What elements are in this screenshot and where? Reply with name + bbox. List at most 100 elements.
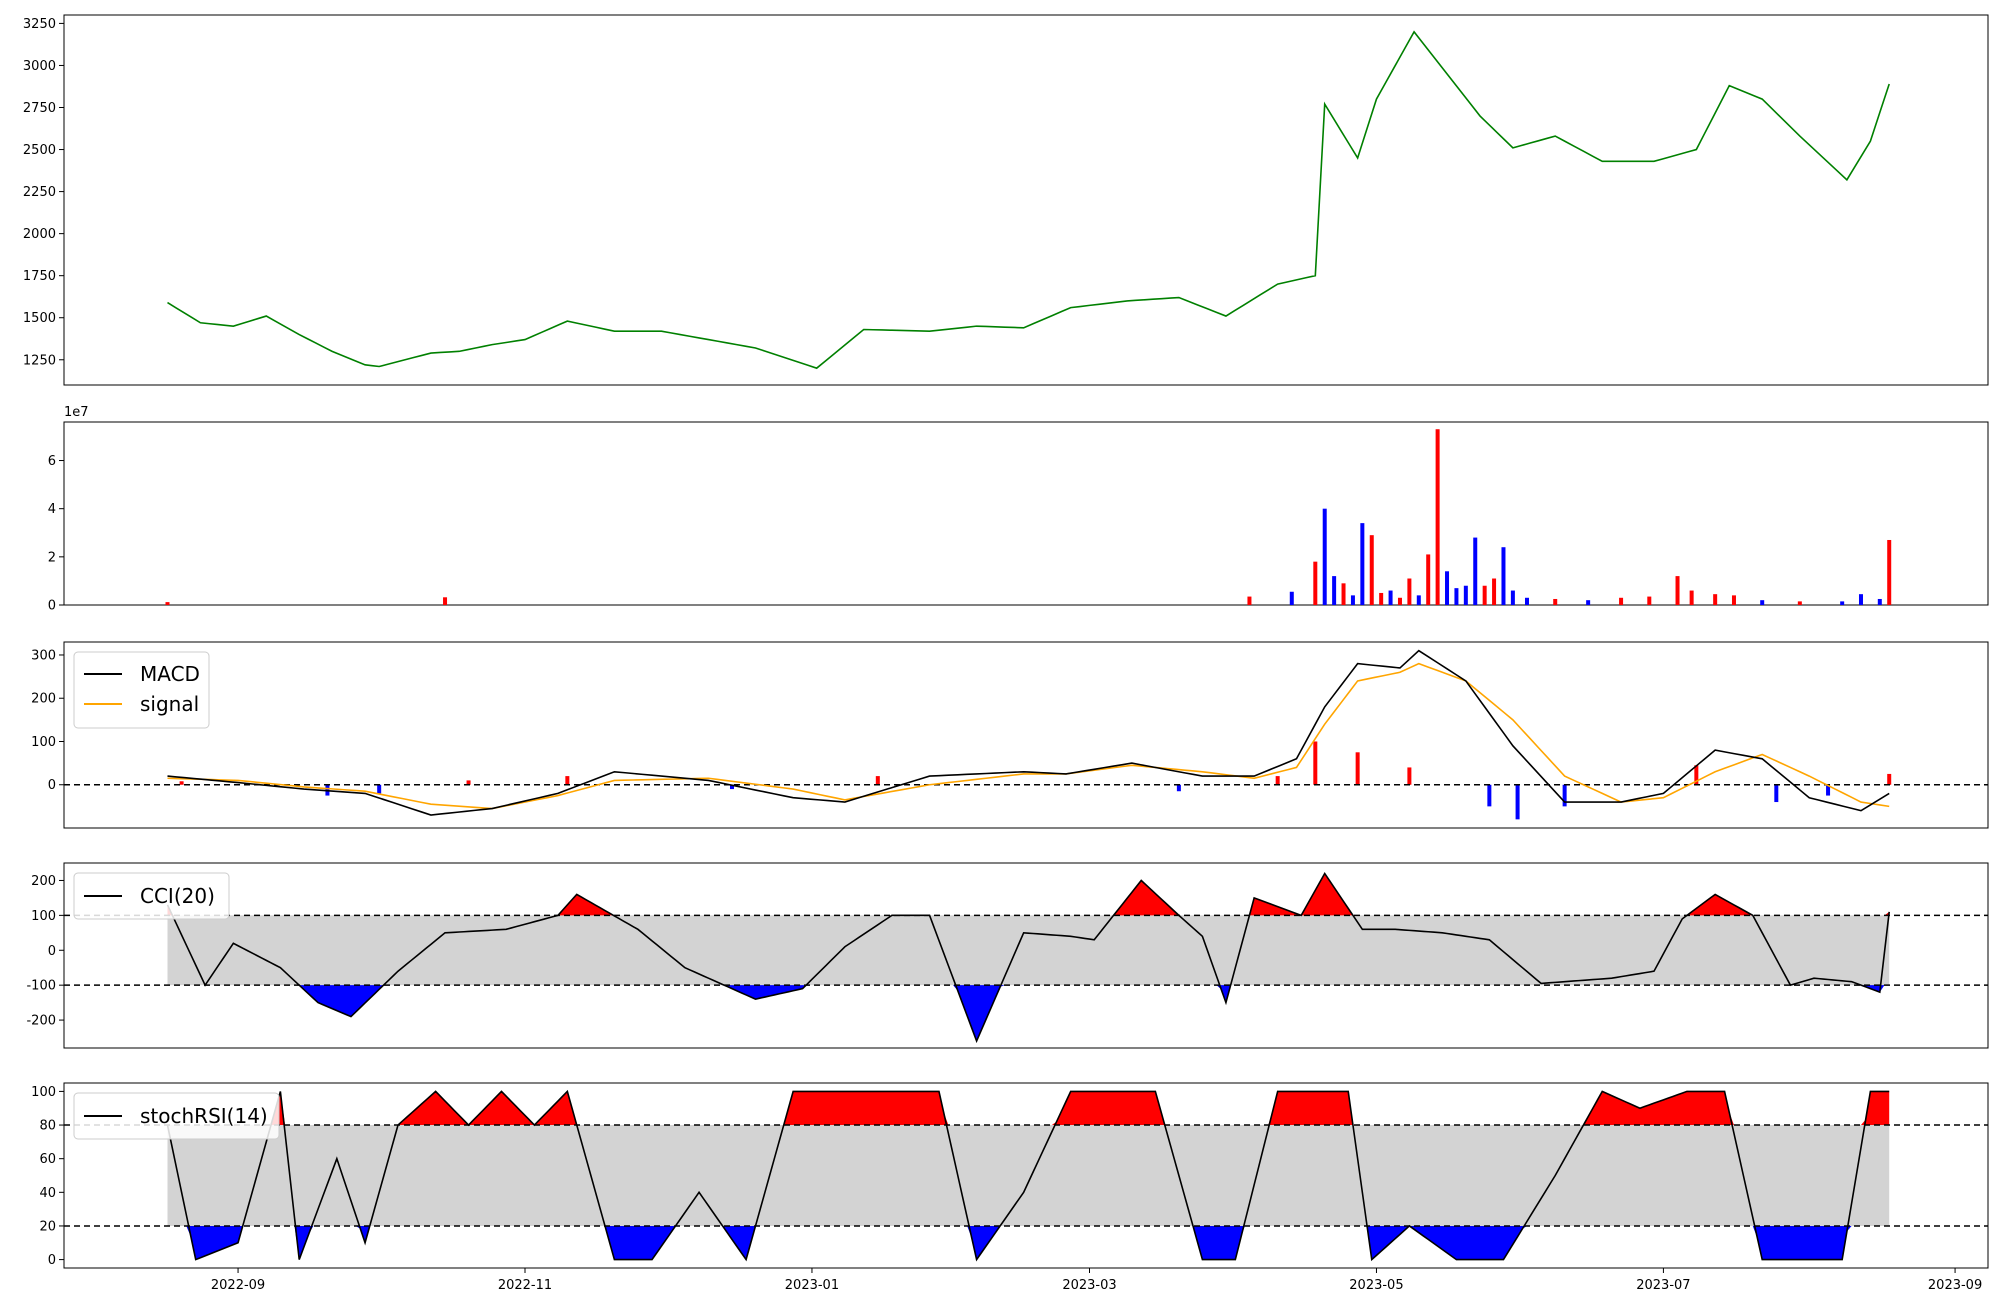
xtick-label: 2022-11: [498, 1278, 552, 1293]
cci-frame: [63, 862, 1989, 1049]
volume-bar: [1463, 585, 1468, 605]
volume-ytick-label: 6: [48, 454, 56, 469]
macd-histogram-bar: [1313, 741, 1318, 785]
macd-histogram-bar: [377, 784, 382, 794]
cci-ytick-label: 0: [48, 944, 56, 959]
signal-line: [167, 662, 1890, 810]
cci-panel: -200 -100 0 100 200 CCI(20): [26, 862, 1989, 1049]
volume-bar: [1586, 600, 1591, 605]
volume-bar: [1731, 595, 1736, 605]
volume-bar: [1247, 596, 1252, 605]
volume-bar: [1473, 537, 1478, 605]
stochrsi-frame: [63, 1082, 1989, 1269]
volume-bar: [1510, 590, 1515, 605]
macd-histogram-bar: [1562, 784, 1567, 807]
stochrsi-line: [166, 1089, 1890, 1262]
stochrsi-ytick-label: 20: [39, 1219, 56, 1234]
volume-bar: [1360, 523, 1365, 605]
macd-histogram-bar: [466, 780, 471, 785]
price-ytick-label: 2250: [23, 185, 56, 200]
price-ytick-label: 3000: [23, 59, 56, 74]
volume-bar: [443, 597, 448, 605]
xtick-label: 2023-07: [1636, 1278, 1690, 1293]
cci-oversold-fill: [167, 985, 1890, 1042]
price-ytick-label: 2750: [23, 101, 56, 116]
cci-ytick-label: 200: [31, 874, 56, 889]
stochrsi-ytick-label: 100: [31, 1085, 56, 1100]
volume-bar: [1445, 571, 1450, 605]
volume-bar: [1524, 597, 1529, 605]
macd-histogram-bar: [1407, 767, 1412, 785]
macd-histogram-bar: [565, 776, 570, 785]
macd-histogram-bar: [1515, 784, 1520, 820]
stochrsi-legend-label: stochRSI(14): [140, 1104, 268, 1128]
price-ytick-label: 3250: [23, 17, 56, 32]
macd-legend-box: [73, 651, 210, 729]
macd-ytick-label: 0: [48, 778, 56, 793]
cci-band: [167, 915, 1890, 986]
price-ytick-label: 1500: [23, 311, 56, 326]
volume-bar: [1289, 591, 1294, 605]
price-frame: [63, 14, 1989, 386]
macd-legend-label: MACD: [140, 662, 200, 686]
xtick-label: 2023-05: [1349, 1278, 1403, 1293]
price-ytick-label: 1250: [23, 353, 56, 368]
volume-bar: [1379, 592, 1384, 605]
macd-histogram-bar: [179, 781, 184, 785]
macd-histogram-bar: [1826, 784, 1831, 796]
stochrsi-ytick-label: 40: [39, 1186, 56, 1201]
cci-legend-label: CCI(20): [140, 884, 215, 908]
macd-histogram-bar: [1176, 784, 1181, 792]
volume-bar: [1313, 561, 1318, 605]
volume-bar: [1492, 578, 1497, 605]
price-ytick-label: 1750: [23, 269, 56, 284]
volume-bar: [1435, 429, 1440, 605]
price-ytick-label: 2500: [23, 143, 56, 158]
volume-bar: [1797, 601, 1802, 605]
volume-panel: 0 2 4 6 1e7: [48, 405, 1989, 614]
volume-frame: [63, 421, 1989, 606]
stochrsi-panel: 0 20 40 60 80 100 stochRSI(14): [31, 1082, 1989, 1269]
stochrsi-ytick-label: 80: [39, 1119, 56, 1134]
volume-bar: [1553, 598, 1558, 605]
macd-ytick-label: 100: [31, 735, 56, 750]
volume-bar: [1369, 535, 1374, 605]
volume-ytick-label: 4: [48, 502, 56, 517]
xtick-label: 2023-09: [1928, 1278, 1982, 1293]
stochrsi-band: [167, 1125, 1890, 1226]
macd-ytick-label: 300: [31, 648, 56, 663]
volume-bar: [1877, 598, 1882, 605]
macd-histogram-bar: [1355, 752, 1360, 785]
volume-bar: [1713, 594, 1718, 605]
shared-x-axis: 2022-09 2022-11 2023-01 2023-03 2023-05 2023-…: [211, 1268, 1982, 1293]
volume-bar: [1647, 596, 1652, 605]
volume-ytick-label: 2: [48, 550, 56, 565]
cci-ytick-label: -200: [26, 1014, 56, 1029]
volume-bar: [1689, 590, 1694, 605]
cci-line: [166, 871, 1891, 1044]
stochrsi-ytick-label: 60: [39, 1152, 56, 1167]
stochrsi-overbought-fill: [167, 1091, 1890, 1126]
macd-histogram-bar: [875, 776, 880, 785]
volume-bar: [1760, 600, 1765, 605]
volume-bar: [1858, 594, 1863, 605]
cci-legend: CCI(20): [73, 872, 230, 920]
volume-bar: [1388, 590, 1393, 605]
xtick-label: 2022-09: [211, 1278, 265, 1293]
macd-histogram-bar: [1887, 773, 1892, 785]
macd-histogram-bar: [1275, 776, 1280, 785]
cci-legend-box: [73, 872, 230, 920]
volume-bar: [1482, 585, 1487, 605]
volume-bar: [1887, 539, 1892, 605]
price-line: [167, 30, 1890, 370]
volume-bar: [1332, 576, 1337, 605]
macd-ytick-label: 200: [31, 692, 56, 707]
volume-ytick-label: 0: [48, 599, 56, 614]
stochrsi-ytick-label: 0: [48, 1253, 56, 1268]
volume-bar: [1619, 597, 1624, 605]
xtick-label: 2023-01: [785, 1278, 839, 1293]
volume-bar: [1840, 601, 1845, 605]
xtick-label: 2023-03: [1062, 1278, 1116, 1293]
volume-bar: [1341, 583, 1346, 605]
